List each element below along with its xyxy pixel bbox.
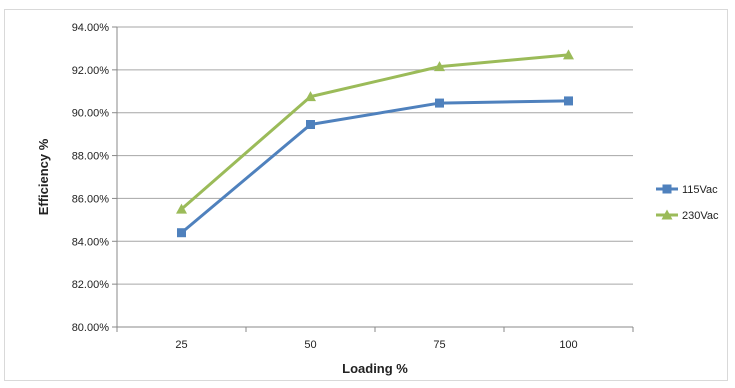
y-tick-label: 80.00% [72,322,110,334]
y-tick-label: 92.00% [72,65,110,77]
axes [112,26,634,332]
legend-item-230vac: 230Vac [656,209,719,222]
chart-frame [4,9,728,381]
legend-label-115vac: 115Vac [682,184,718,196]
data-point-230vac [434,61,445,72]
y-tick-label: 84.00% [72,236,110,248]
series-group [176,49,574,238]
data-point-230vac [176,203,187,214]
legend-item-115vac: 115Vac [656,184,718,196]
data-point-230vac [563,49,574,60]
y-tick-label: 88.00% [72,151,110,163]
data-point-115vac [435,98,444,108]
legend-label-230vac: 230Vac [682,210,719,222]
x-axis-title: Loading % [342,361,408,376]
legend-marker-230vac [661,209,673,220]
x-tick-label: 100 [559,339,577,351]
data-point-115vac [564,96,573,106]
y-tick-label: 86.00% [72,193,110,205]
y-tick-label: 90.00% [72,108,110,120]
y-tick-label: 94.00% [72,22,110,34]
series-line-230vac [180,53,569,211]
y-axis-title: Efficiency % [36,138,51,215]
series-line-115vac [180,99,569,234]
x-tick-label: 25 [175,339,187,351]
legend: 115Vac 230Vac [656,184,719,222]
x-tick-label: 75 [433,339,445,351]
y-tick-labels: 80.00% 82.00% 84.00% 86.00% 88.00% 90.00% 92.0… [72,22,110,334]
x-tick-labels: 25 50 75 100 [175,339,577,351]
series-230vac [176,49,574,214]
data-point-115vac [306,120,315,129]
data-point-115vac [177,228,186,238]
x-tick-label: 50 [304,339,316,351]
series-115vac [177,96,573,238]
y-tick-label: 82.00% [72,279,110,291]
data-point-230vac [305,91,316,102]
legend-marker-115vac [662,184,672,194]
gridlines [117,26,633,285]
